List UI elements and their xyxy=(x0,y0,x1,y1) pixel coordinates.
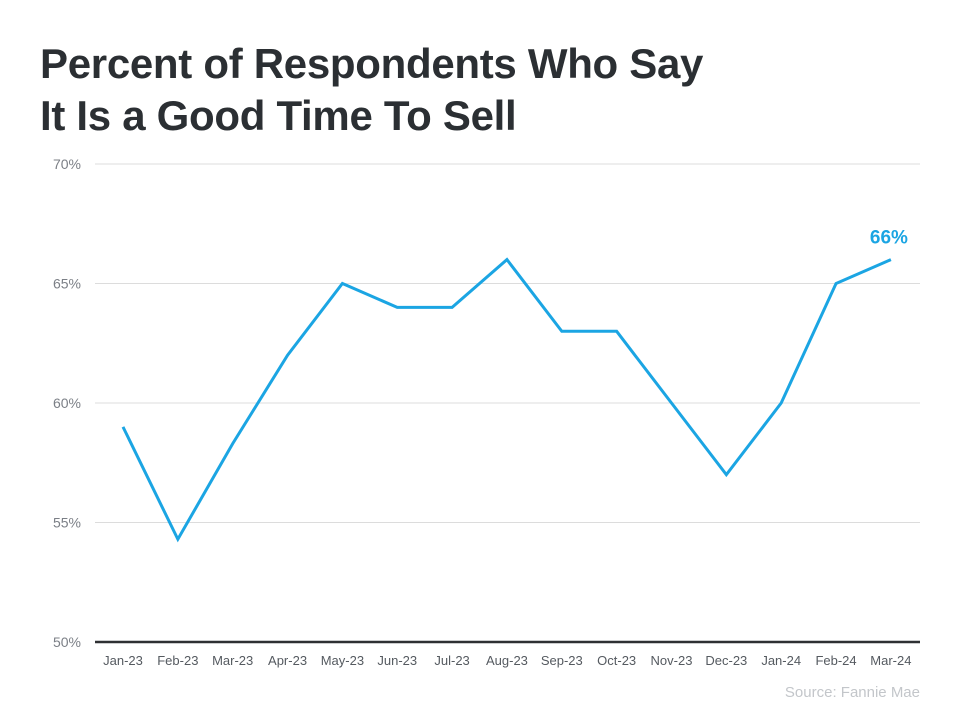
x-tick-label: Apr-23 xyxy=(268,653,307,668)
x-tick-label: Dec-23 xyxy=(705,653,747,668)
y-tick-label: 70% xyxy=(53,156,81,172)
source-note: Source: Fannie Mae xyxy=(784,684,920,701)
x-tick-label: Mar-24 xyxy=(870,653,911,668)
x-tick-label: Jan-23 xyxy=(103,653,143,668)
series-layer xyxy=(121,257,892,543)
y-tick-label: 50% xyxy=(53,634,81,650)
y-tick-label: 65% xyxy=(53,276,81,292)
chart-title: Percent of Respondents Who Say It Is a G… xyxy=(40,38,703,142)
y-tick-label: 60% xyxy=(53,395,81,411)
x-tick-label: May-23 xyxy=(321,653,364,668)
data-label: 66% xyxy=(870,228,908,249)
x-axis-ticks: Jan-23 Feb-23 Mar-23 Apr-23 May-23 Jun-23 Jul-… xyxy=(103,653,911,668)
chart-title-line-1: Percent of Respondents Who Say xyxy=(40,40,704,87)
data-labels: 66% xyxy=(870,228,908,249)
y-tick-label: 55% xyxy=(53,515,81,531)
series-line xyxy=(121,257,892,543)
x-tick-label: Feb-24 xyxy=(815,653,856,668)
y-axis-ticks: 50% 55% 60% 65% 70% xyxy=(53,156,81,650)
chart-title-line-2: It Is a Good Time To Sell xyxy=(40,92,517,139)
x-tick-label: Aug-23 xyxy=(486,653,528,668)
x-tick-label: Jan-24 xyxy=(761,653,801,668)
x-tick-label: Feb-23 xyxy=(157,653,198,668)
x-tick-label: Sep-23 xyxy=(541,653,583,668)
x-tick-label: Jul-23 xyxy=(434,653,469,668)
x-tick-label: Mar-23 xyxy=(212,653,253,668)
x-tick-label: Jun-23 xyxy=(377,653,417,668)
x-tick-label: Nov-23 xyxy=(651,653,693,668)
x-tick-label: Oct-23 xyxy=(597,653,636,668)
